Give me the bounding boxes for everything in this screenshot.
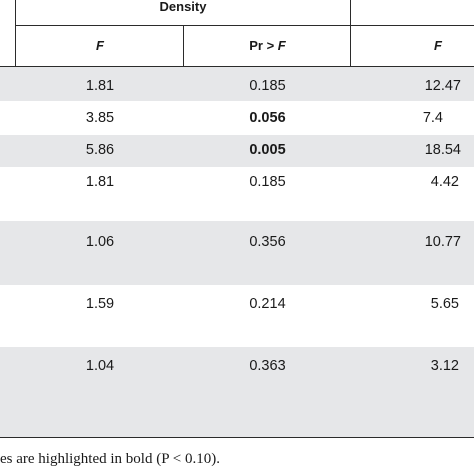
rule-table-bottom	[0, 437, 474, 438]
cell-f: 1.81	[85, 78, 115, 94]
cell-f2: 4.42	[430, 174, 459, 190]
rule-col-right	[350, 0, 351, 67]
density-group-header: Density	[159, 0, 207, 14]
rule-col-left	[15, 0, 16, 67]
cell-f2: 7.4	[422, 110, 443, 126]
row-band-5	[0, 221, 474, 285]
cell-f: 1.59	[85, 296, 115, 312]
cell-pr: 0.185	[249, 78, 286, 94]
cell-f2: 3.12	[430, 358, 459, 374]
col-header-pr: Pr > F	[184, 37, 351, 55]
cell-pr: 0.363	[249, 358, 286, 374]
table-footnote: es are highlighted in bold (P < 0.10).	[0, 451, 220, 467]
cell-pr-bold: 0.005	[249, 142, 286, 158]
row-band-7	[0, 347, 474, 437]
col-header-pr-prefix: Pr >	[249, 38, 278, 53]
cell-f: 1.81	[85, 174, 115, 190]
cell-f2: 18.54	[424, 142, 461, 158]
col-header-f: F	[96, 38, 104, 53]
row-band-1	[0, 67, 474, 101]
col-header-pr-var: F	[277, 38, 286, 53]
rule-header-bottom	[0, 66, 474, 67]
cell-pr: 0.356	[249, 234, 286, 250]
col-header-f2: F	[434, 38, 442, 53]
cell-f: 3.85	[85, 110, 115, 126]
cell-f: 1.06	[85, 234, 115, 250]
cell-f2: 10.77	[424, 234, 461, 250]
rule-col-mid	[183, 26, 184, 67]
cell-pr: 0.185	[249, 174, 286, 190]
cell-f: 5.86	[85, 142, 115, 158]
rule-header-mid	[16, 25, 474, 26]
cell-pr-bold: 0.056	[249, 110, 286, 126]
cell-f: 1.04	[85, 358, 115, 374]
row-band-3	[0, 135, 474, 167]
cell-f2: 5.65	[430, 296, 459, 312]
cell-pr: 0.214	[249, 296, 286, 312]
cell-f2: 12.47	[424, 78, 461, 94]
